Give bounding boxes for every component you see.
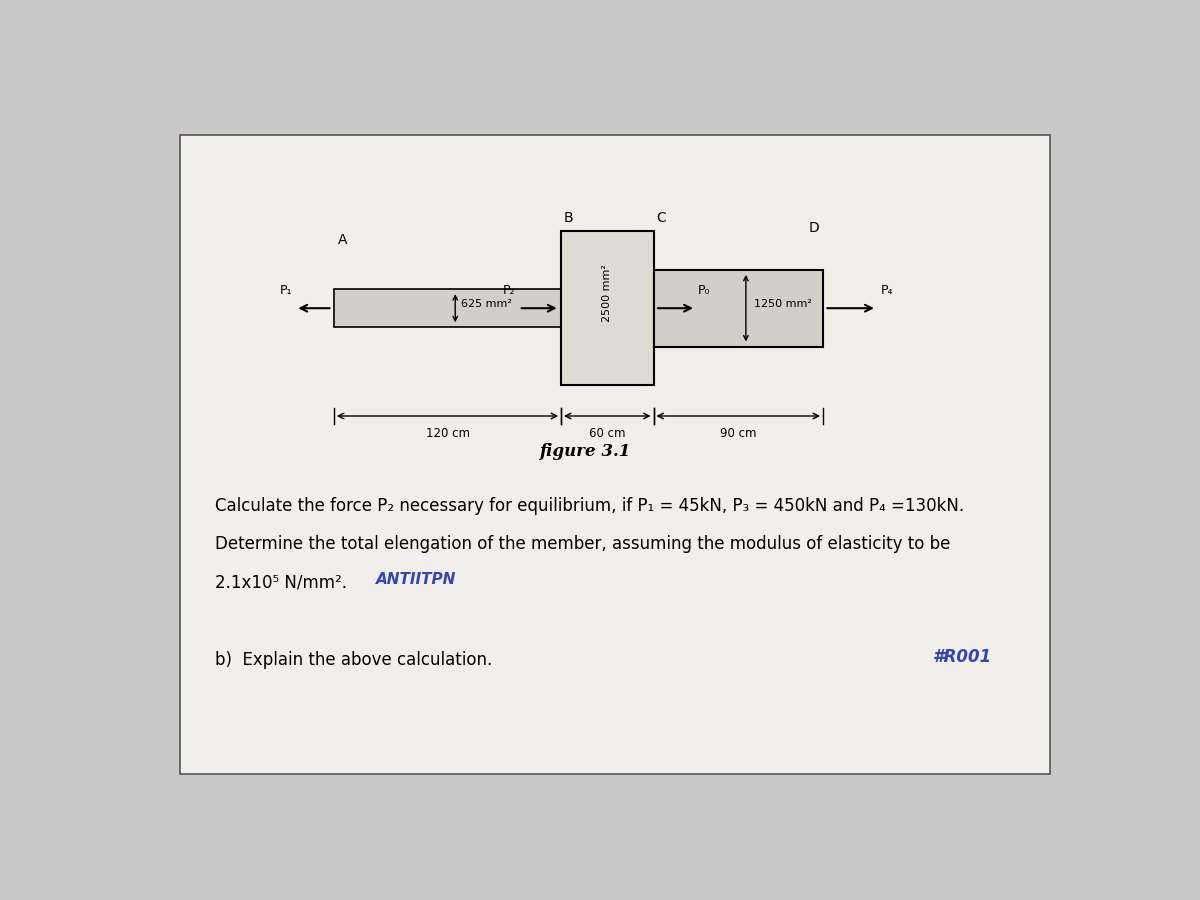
- Bar: [654, 270, 823, 346]
- Text: P₀: P₀: [698, 284, 710, 297]
- Text: figure 3.1: figure 3.1: [540, 443, 632, 460]
- Text: D: D: [809, 221, 820, 235]
- Text: 90 cm: 90 cm: [720, 427, 756, 440]
- Text: 60 cm: 60 cm: [589, 427, 625, 440]
- Text: 1250 mm²: 1250 mm²: [754, 300, 811, 310]
- Bar: [562, 231, 654, 385]
- Text: C: C: [656, 211, 666, 225]
- Text: P₁: P₁: [280, 284, 293, 297]
- Text: A: A: [338, 232, 347, 247]
- Text: b)  Explain the above calculation.: b) Explain the above calculation.: [215, 651, 492, 669]
- Bar: [334, 289, 562, 328]
- Text: 2500 mm²: 2500 mm²: [602, 264, 612, 321]
- Text: Calculate the force P₂ necessary for equilibrium, if P₁ = 45kN, P₃ = 450kN and P: Calculate the force P₂ necessary for equ…: [215, 497, 964, 515]
- Text: P₄: P₄: [881, 284, 893, 297]
- Text: Determine the total elengation of the member, assuming the modulus of elasticity: Determine the total elengation of the me…: [215, 536, 950, 554]
- Text: ANTIITPN: ANTIITPN: [377, 572, 457, 588]
- Text: B: B: [564, 211, 574, 225]
- Text: 120 cm: 120 cm: [426, 427, 469, 440]
- Text: 625 mm²: 625 mm²: [461, 299, 512, 309]
- Text: P₂: P₂: [503, 284, 515, 297]
- Text: #R001: #R001: [934, 648, 992, 666]
- Text: 2.1x10⁵ N/mm².: 2.1x10⁵ N/mm².: [215, 574, 347, 592]
